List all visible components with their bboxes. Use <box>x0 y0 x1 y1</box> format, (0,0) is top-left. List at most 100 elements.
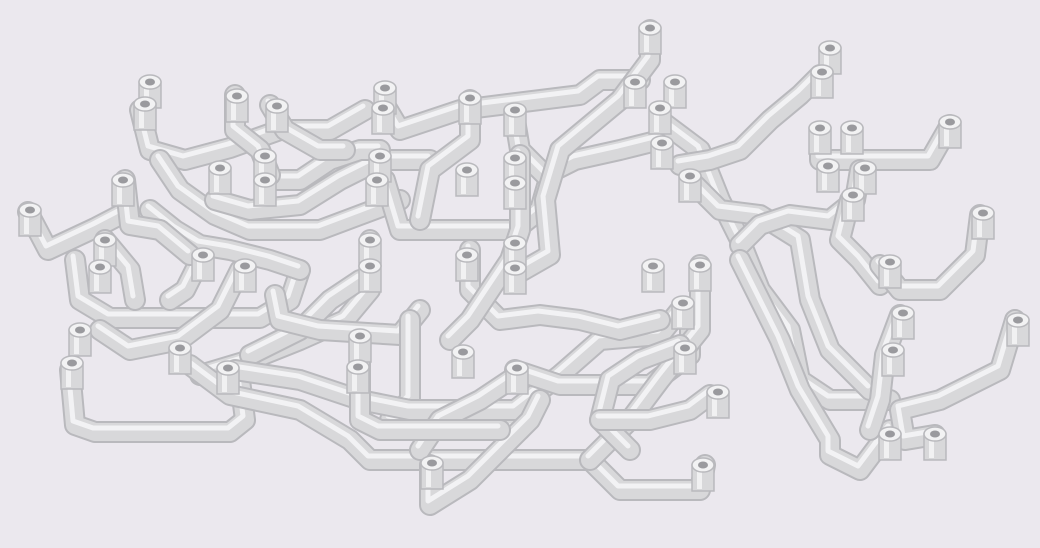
pipe-run <box>671 66 829 174</box>
riser-highlight <box>644 30 649 52</box>
port-opening <box>465 94 475 102</box>
riser-highlight <box>239 268 244 290</box>
port-opening <box>462 251 472 259</box>
port-opening <box>458 348 468 356</box>
pipe-run-highlight <box>155 153 401 229</box>
port-opening <box>95 263 105 271</box>
pipe-run-highlight <box>865 308 901 429</box>
port-opening <box>847 124 857 132</box>
riser-highlight <box>117 182 122 204</box>
port-opening <box>67 359 77 367</box>
port-opening <box>817 68 827 76</box>
pipe-run-highlight <box>895 313 1016 439</box>
riser-highlight <box>94 269 99 291</box>
riser-highlight <box>354 338 359 360</box>
port-opening <box>372 176 382 184</box>
pipe-run <box>891 311 1024 449</box>
riser-highlight <box>364 268 369 290</box>
riser-highlight <box>214 170 219 192</box>
pipe-run-highlight <box>95 263 241 349</box>
port-opening <box>930 430 940 438</box>
port-opening <box>645 24 655 32</box>
pipe-run-highlight <box>735 253 891 469</box>
port-opening <box>100 236 110 244</box>
riser-highlight <box>929 436 934 458</box>
pipe-run <box>591 386 719 429</box>
riser-highlight <box>464 100 469 122</box>
pipe-run-highlight <box>510 23 651 274</box>
port-opening <box>670 78 680 86</box>
riser-highlight <box>139 106 144 128</box>
port-opening <box>680 344 690 352</box>
port-opening <box>365 262 375 270</box>
riser-highlight <box>371 182 376 204</box>
port-opening <box>945 118 955 126</box>
port-opening <box>365 236 375 244</box>
port-opening <box>510 264 520 272</box>
riser-highlight <box>846 130 851 152</box>
port-opening <box>1013 316 1023 324</box>
riser-highlight <box>377 110 382 132</box>
riser-highlight <box>694 267 699 289</box>
riser-highlight <box>712 394 717 416</box>
pipe-run <box>241 271 369 364</box>
port-opening <box>510 179 520 187</box>
riser-highlight <box>24 212 29 234</box>
riser-highlight <box>824 50 829 72</box>
port-opening <box>657 139 667 147</box>
riser-highlight <box>977 215 982 237</box>
port-opening <box>655 104 665 112</box>
riser-highlight <box>99 242 104 264</box>
riser-highlight <box>461 172 466 194</box>
riser-highlight <box>684 178 689 200</box>
port-opening <box>630 78 640 86</box>
pipe-run-highlight <box>380 73 641 129</box>
pipe-run <box>506 21 659 284</box>
port-opening <box>648 262 658 270</box>
riser-highlight <box>697 467 702 489</box>
port-opening <box>375 152 385 160</box>
pipe-run-highlight <box>145 203 301 269</box>
riser-highlight <box>271 108 276 130</box>
riser-highlight <box>847 197 852 219</box>
riser-highlight <box>197 257 202 279</box>
pipe-run-highlight <box>685 173 871 389</box>
port-opening <box>260 176 270 184</box>
riser-highlight <box>457 354 462 376</box>
riser-highlight <box>222 370 227 392</box>
riser-highlight <box>461 257 466 279</box>
riser-highlight <box>679 350 684 372</box>
port-opening <box>380 84 390 92</box>
port-opening <box>355 332 365 340</box>
pipe-run <box>181 356 714 499</box>
port-opening <box>140 100 150 108</box>
port-opening <box>685 172 695 180</box>
riser-highlight <box>944 124 949 146</box>
pipe-ports <box>18 20 1030 473</box>
port-opening <box>260 152 270 160</box>
port-opening <box>978 209 988 217</box>
pipe-run-highlight <box>595 388 711 419</box>
riser-highlight <box>231 98 236 120</box>
port-opening <box>353 363 363 371</box>
port-opening <box>695 261 705 269</box>
riser-highlight <box>509 270 514 292</box>
riser-highlight <box>352 369 357 391</box>
riser-highlight <box>1012 322 1017 344</box>
riser-highlight <box>259 158 264 180</box>
pipe-run-highlight <box>465 243 661 329</box>
riser-highlight <box>897 315 902 337</box>
port-opening <box>232 92 242 100</box>
riser-highlight <box>629 84 634 106</box>
port-opening <box>678 299 688 307</box>
port-opening <box>272 102 282 110</box>
port-opening <box>510 154 520 162</box>
riser-highlight <box>511 370 516 392</box>
port-opening <box>825 44 835 52</box>
port-opening <box>223 364 233 372</box>
port-opening <box>75 326 85 334</box>
riser-highlight <box>656 145 661 167</box>
riser-highlight <box>816 74 821 96</box>
